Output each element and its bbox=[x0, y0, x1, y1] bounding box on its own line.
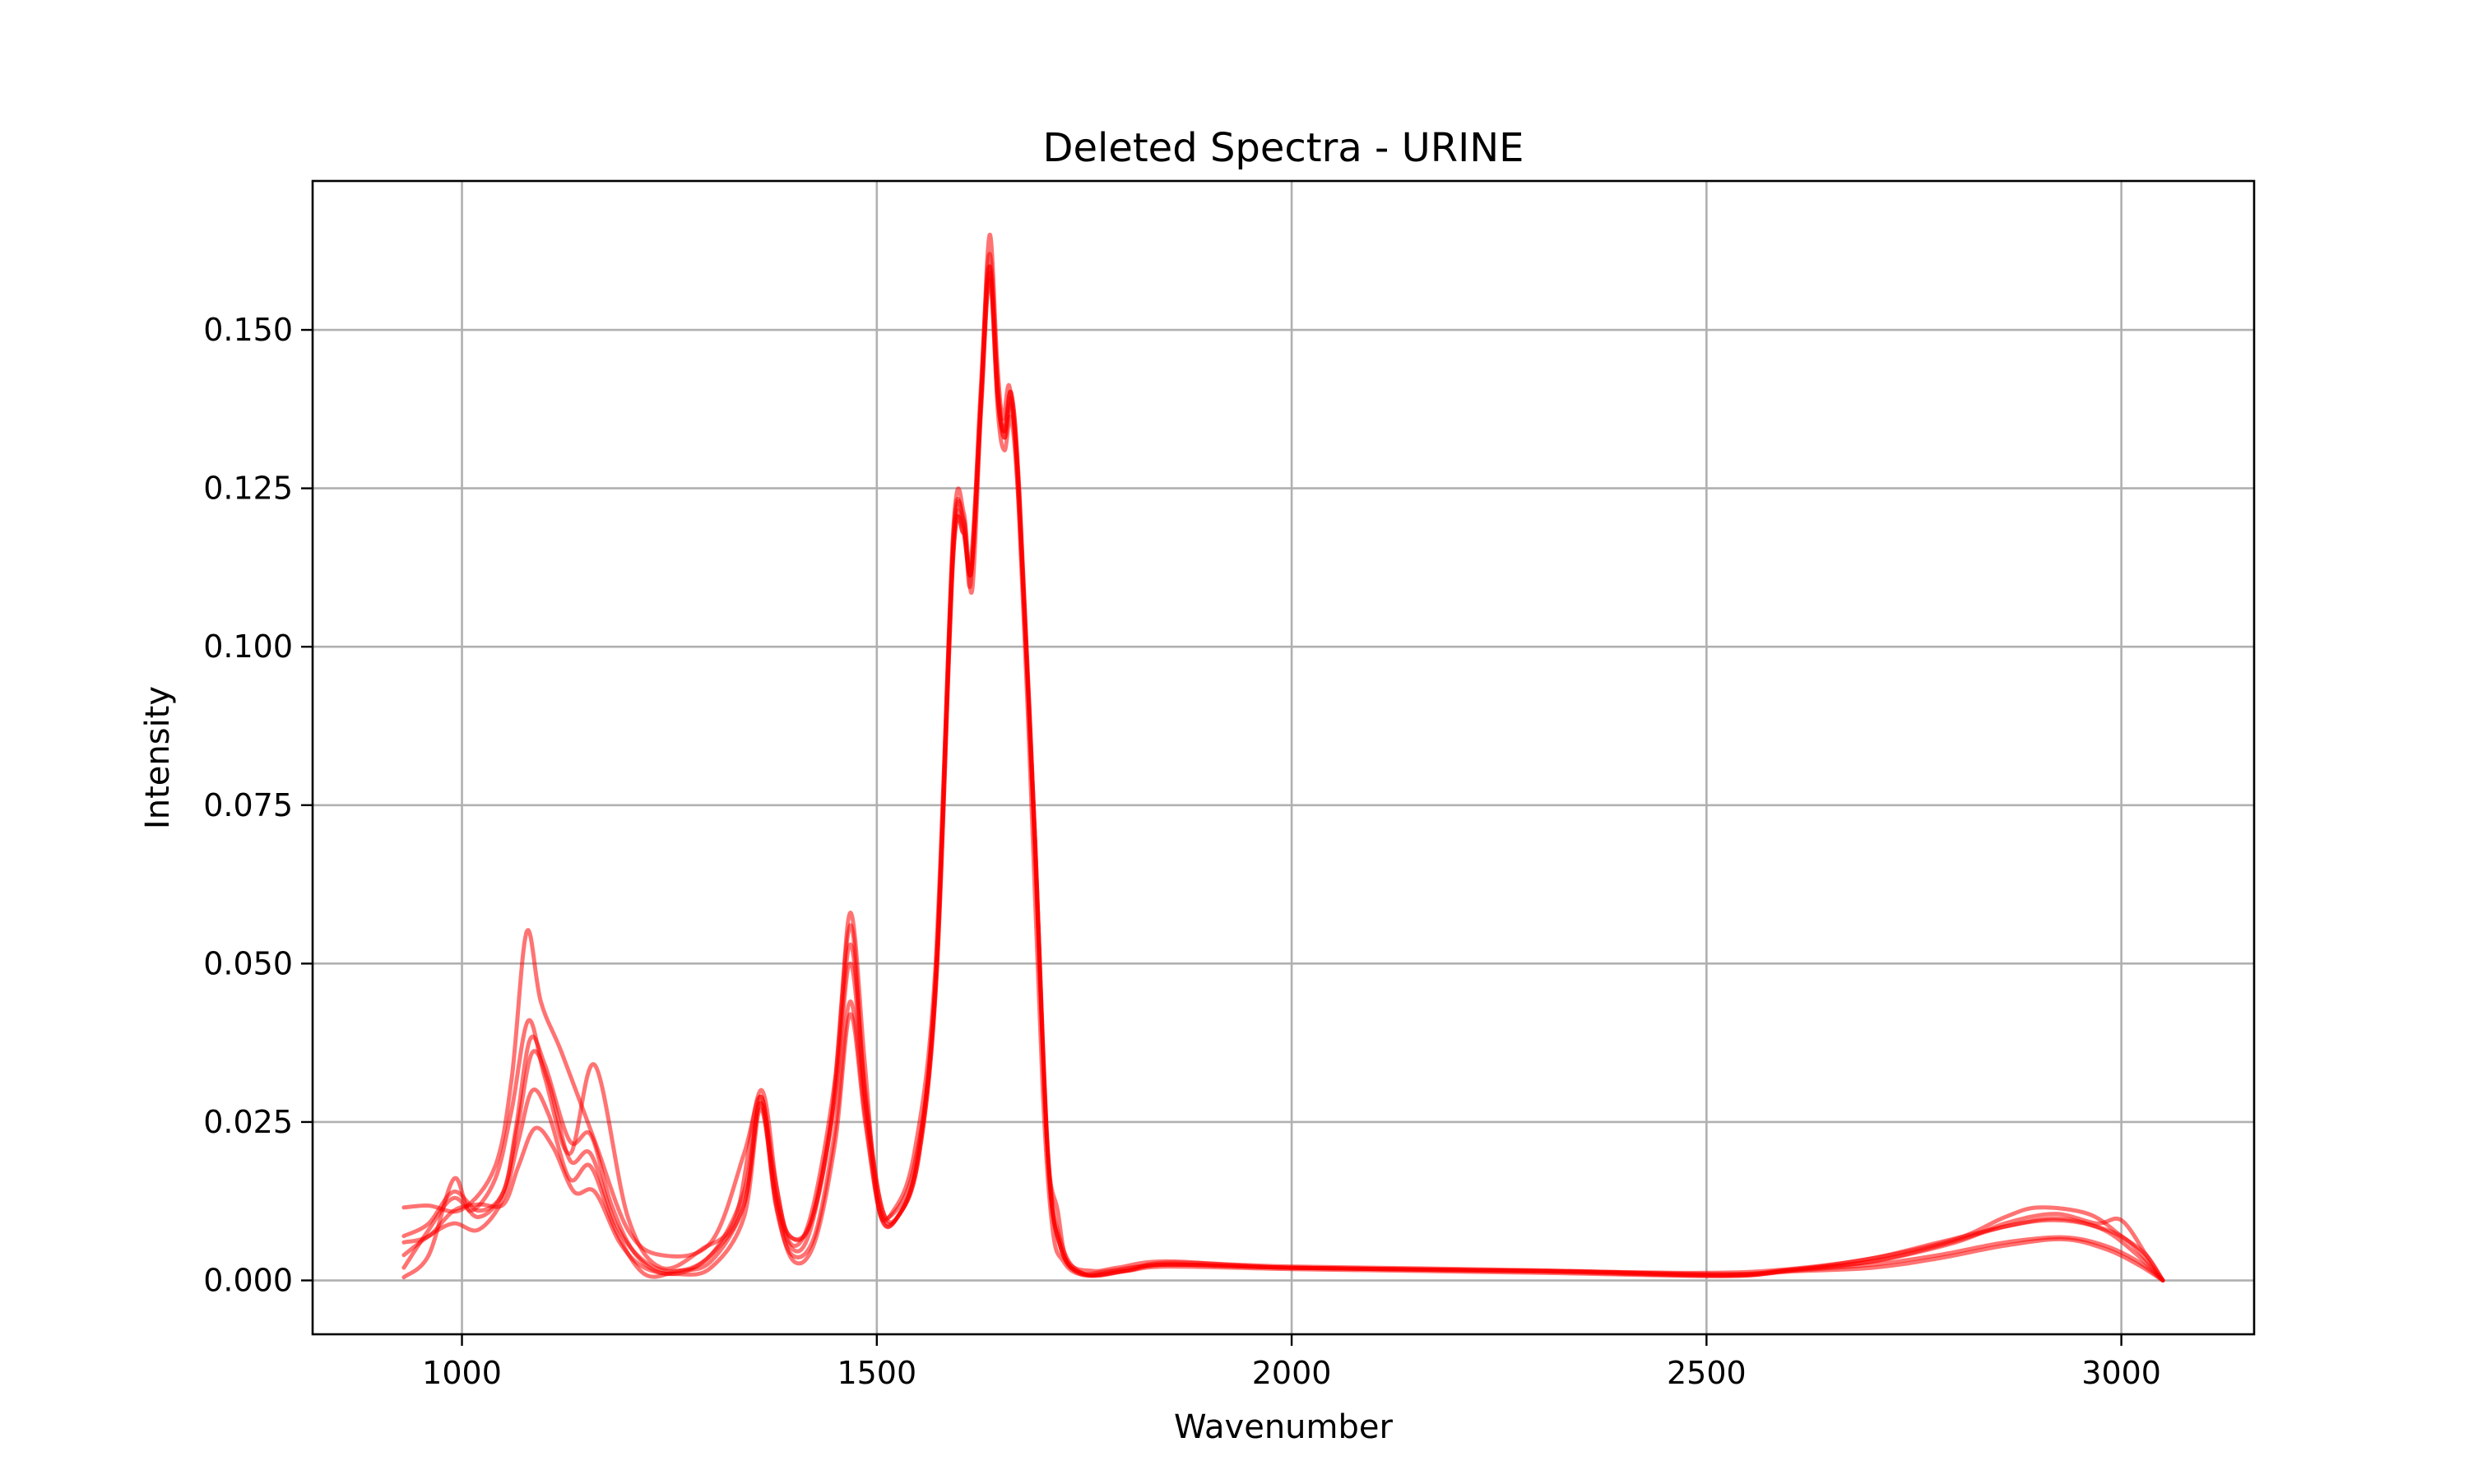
y-tick-label: 0.000 bbox=[203, 1263, 293, 1299]
x-axis-label: Wavenumber bbox=[1174, 1408, 1393, 1446]
y-tick-label: 0.050 bbox=[203, 945, 293, 981]
y-tick-label: 0.125 bbox=[203, 471, 293, 507]
plot-frame bbox=[311, 179, 2256, 1336]
x-tick-label: 2500 bbox=[1667, 1355, 1747, 1391]
x-tick-label: 3000 bbox=[2081, 1355, 2161, 1391]
y-axis-label: Intensity bbox=[139, 686, 177, 829]
x-tick-label: 1000 bbox=[422, 1355, 502, 1391]
y-tick-label: 0.025 bbox=[203, 1104, 293, 1140]
x-tick-label: 2000 bbox=[1252, 1355, 1332, 1391]
y-tick-label: 0.150 bbox=[203, 312, 293, 348]
y-tick-label: 0.100 bbox=[203, 628, 293, 665]
x-tick-label: 1500 bbox=[837, 1355, 916, 1391]
grid-lines bbox=[313, 181, 2254, 1334]
spectra-series-group bbox=[401, 232, 2165, 1282]
axis-ticks: 1000 1500 2000 2500 3000 0.000 0.025 0.050 0.075… bbox=[203, 312, 2161, 1391]
spectrum-line-6 bbox=[401, 252, 2165, 1282]
y-tick-label: 0.075 bbox=[203, 787, 293, 823]
chart-title: Deleted Spectra - URINE bbox=[1043, 125, 1524, 171]
